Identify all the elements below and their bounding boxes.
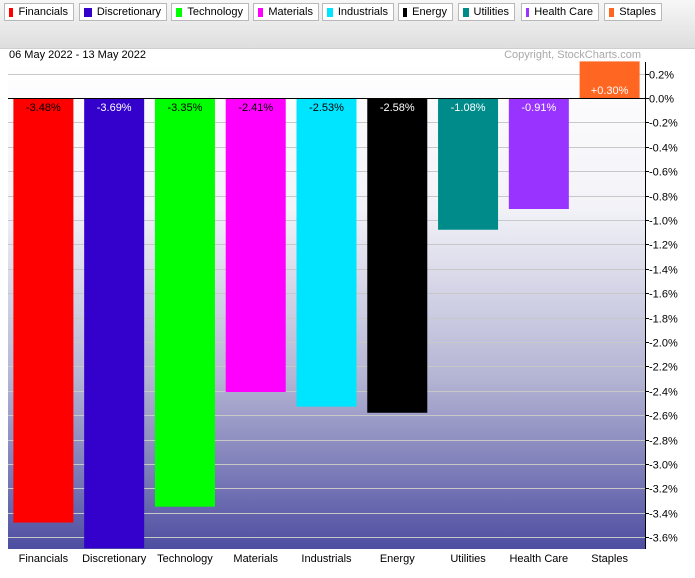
legend-swatch xyxy=(609,7,615,17)
y-tick-label: -1.6% xyxy=(649,289,678,301)
bar-value-label: -2.53% xyxy=(309,102,344,114)
legend-item-industrials[interactable]: Industrials xyxy=(322,3,394,21)
legend-label: Materials xyxy=(268,6,313,18)
y-tick-label: -2.2% xyxy=(649,362,678,374)
y-tick-label: -3.2% xyxy=(649,484,678,496)
bar-value-label: -3.48% xyxy=(26,102,61,114)
y-tick-label: -0.4% xyxy=(649,143,678,155)
y-tick-label: -2.6% xyxy=(649,411,678,423)
y-tick-label: -2.4% xyxy=(649,387,678,399)
legend-swatch xyxy=(463,7,469,17)
date-range: 06 May 2022 - 13 May 2022 xyxy=(9,49,146,61)
y-tick-label: -1.4% xyxy=(649,265,678,277)
legend: Financials Discretionary Technology Mate… xyxy=(0,0,695,49)
legend-item-materials[interactable]: Materials xyxy=(253,3,319,21)
y-tick-label: -1.0% xyxy=(649,216,678,228)
legend-label: Health Care xyxy=(534,6,593,18)
bar-materials[interactable] xyxy=(225,98,286,393)
legend-item-staples[interactable]: Staples xyxy=(604,3,662,21)
x-category-label: Discretionary xyxy=(82,553,147,565)
bar-staples[interactable] xyxy=(579,61,640,98)
bar-technology[interactable] xyxy=(154,98,215,507)
legend-item-technology[interactable]: Technology xyxy=(171,3,249,21)
legend-label: Energy xyxy=(412,6,447,18)
y-tick-label: -1.8% xyxy=(649,314,678,326)
x-category-label: Technology xyxy=(157,553,213,565)
y-tick-label: -3.4% xyxy=(649,509,678,521)
legend-swatch xyxy=(403,7,408,17)
x-category-label: Industrials xyxy=(301,553,352,565)
bar-industrials[interactable] xyxy=(296,98,357,407)
legend-swatch xyxy=(327,7,333,17)
x-category-label: Utilities xyxy=(450,553,486,565)
legend-label: Discretionary xyxy=(96,6,161,18)
x-category-label: Staples xyxy=(591,553,628,565)
y-tick-label: -3.6% xyxy=(649,533,678,545)
bar-discretionary[interactable] xyxy=(84,98,145,549)
bar-health-care[interactable] xyxy=(508,98,569,210)
legend-label: Utilities xyxy=(473,6,509,18)
x-category-label: Financials xyxy=(19,553,69,565)
bar-energy[interactable] xyxy=(367,98,428,413)
legend-item-energy[interactable]: Energy xyxy=(398,3,453,21)
bar-value-label: -1.08% xyxy=(451,102,486,114)
legend-swatch xyxy=(526,7,530,17)
y-tick-label: 0.0% xyxy=(649,94,674,106)
y-tick-label: -0.2% xyxy=(649,118,678,130)
y-tick-label: -0.6% xyxy=(649,167,678,179)
legend-swatch xyxy=(9,7,14,17)
y-tick-label: -2.8% xyxy=(649,436,678,448)
legend-label: Financials xyxy=(18,6,68,18)
legend-label: Staples xyxy=(619,6,656,18)
x-category-label: Materials xyxy=(233,553,278,565)
copyright: Copyright, StockCharts.com xyxy=(504,49,641,61)
legend-label: Industrials xyxy=(337,6,388,18)
y-tick-label: 0.2% xyxy=(649,70,674,82)
bar-value-label: -2.58% xyxy=(380,102,415,114)
legend-item-health-care[interactable]: Health Care xyxy=(521,3,599,21)
legend-swatch xyxy=(176,7,183,17)
legend-item-discretionary[interactable]: Discretionary xyxy=(79,3,167,21)
y-tick-label: -2.0% xyxy=(649,338,678,350)
bar-value-label: +0.30% xyxy=(591,85,629,97)
x-category-label: Health Care xyxy=(509,553,568,565)
y-tick-label: -1.2% xyxy=(649,240,678,252)
legend-item-utilities[interactable]: Utilities xyxy=(458,3,515,21)
y-tick-label: -3.0% xyxy=(649,460,678,472)
legend-swatch xyxy=(84,7,92,17)
legend-swatch xyxy=(258,7,264,17)
bar-financials[interactable] xyxy=(13,98,74,523)
x-category-label: Energy xyxy=(380,553,415,565)
bar-value-label: -2.41% xyxy=(238,102,273,114)
legend-label: Technology xyxy=(187,6,243,18)
bar-value-label: -0.91% xyxy=(521,102,556,114)
bar-utilities[interactable] xyxy=(438,98,499,230)
y-tick-label: -0.8% xyxy=(649,192,678,204)
bar-value-label: -3.35% xyxy=(168,102,203,114)
bar-value-label: -3.69% xyxy=(97,102,132,114)
legend-item-financials[interactable]: Financials xyxy=(4,3,74,21)
